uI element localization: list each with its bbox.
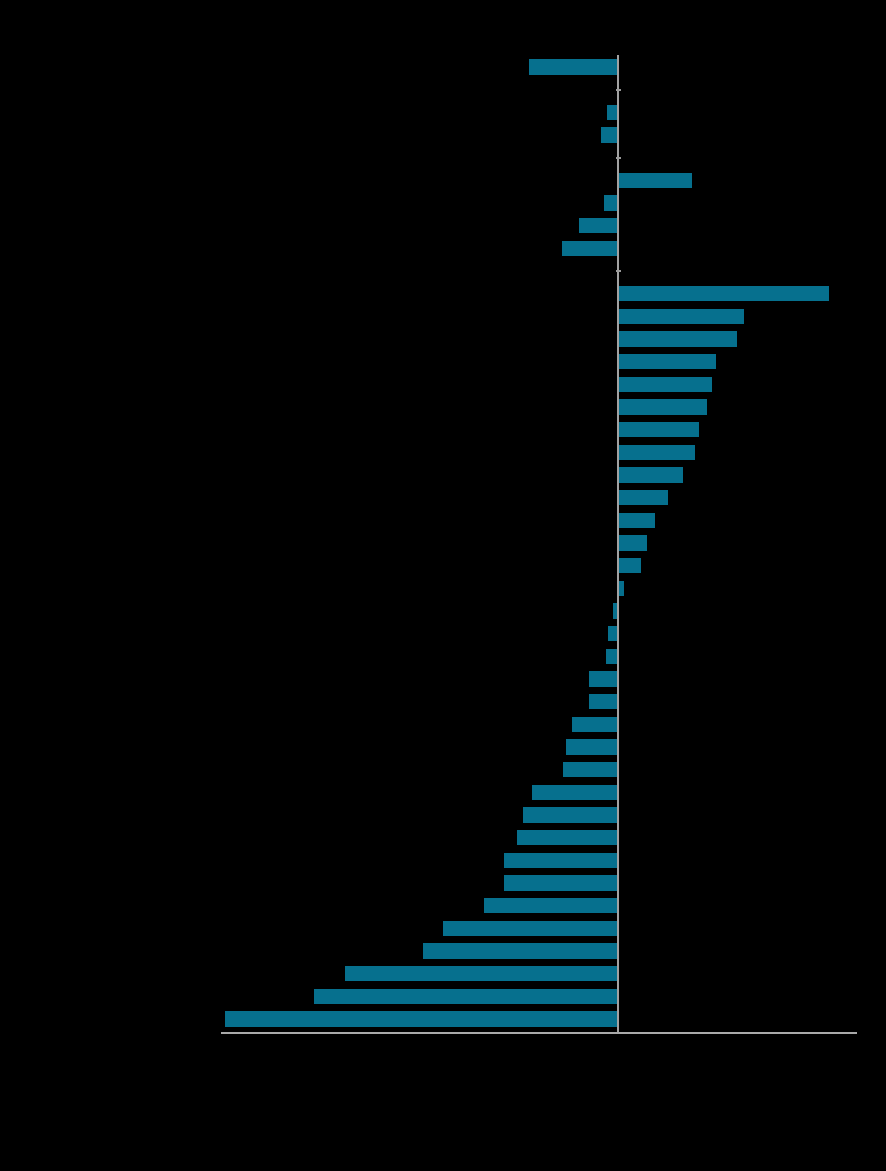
bar <box>619 353 717 370</box>
bar <box>423 943 618 959</box>
bar <box>443 920 618 936</box>
bar <box>532 784 618 800</box>
bar <box>604 195 618 211</box>
bar <box>619 421 700 438</box>
bar <box>619 580 625 596</box>
bar <box>225 1011 618 1027</box>
bar <box>608 625 618 642</box>
bar <box>504 852 618 868</box>
bar <box>619 557 642 574</box>
bar <box>606 648 618 664</box>
bar <box>619 285 830 302</box>
bar <box>572 716 618 732</box>
bar <box>589 671 618 687</box>
bar <box>619 172 693 188</box>
bar <box>314 988 618 1004</box>
bar <box>619 376 713 392</box>
bar <box>504 875 618 891</box>
bar <box>619 512 656 528</box>
bar <box>601 127 618 143</box>
bar <box>562 240 618 256</box>
bar <box>523 807 618 823</box>
bar <box>579 217 618 234</box>
zero-dash <box>615 88 621 91</box>
bar <box>517 829 618 846</box>
bar <box>619 535 648 551</box>
bar <box>345 965 618 982</box>
bar <box>566 739 618 755</box>
bar <box>619 399 708 415</box>
zero-dash <box>615 156 621 159</box>
x-axis-baseline <box>220 1032 858 1034</box>
bar <box>619 331 738 347</box>
bar <box>563 761 618 778</box>
bar <box>619 489 669 506</box>
bar <box>619 467 684 483</box>
bar <box>619 308 745 324</box>
bar <box>484 897 618 914</box>
bar <box>589 693 618 710</box>
zero-dash <box>615 269 621 272</box>
bar <box>529 59 618 75</box>
bar <box>607 104 618 121</box>
bar <box>619 444 696 460</box>
zero-axis-line <box>617 55 620 1034</box>
bar <box>613 603 618 619</box>
